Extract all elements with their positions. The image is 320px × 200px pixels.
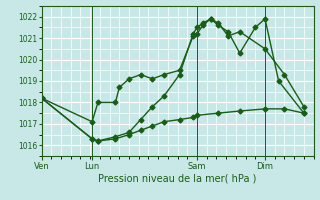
X-axis label: Pression niveau de la mer( hPa ): Pression niveau de la mer( hPa ) bbox=[99, 173, 257, 183]
